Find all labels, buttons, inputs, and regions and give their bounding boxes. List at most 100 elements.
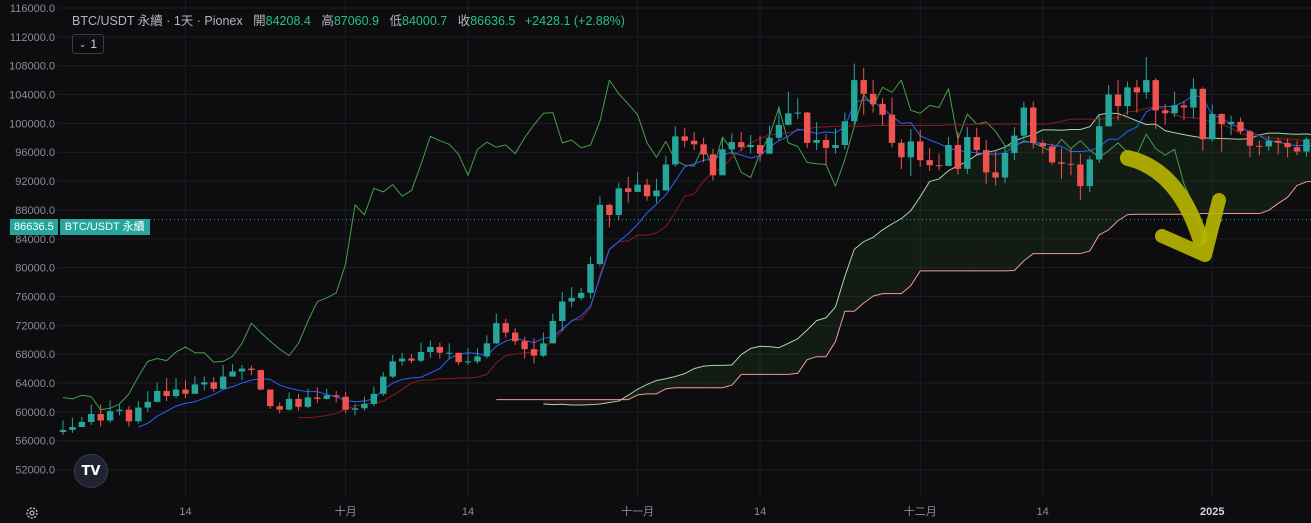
cloud-segment [891,218,902,294]
cloud-segment [1231,138,1241,214]
change-value: +2428.1 (+2.88%) [524,14,625,28]
tradingview-logo-icon[interactable]: TV [74,454,108,488]
arrow-shaft [1120,150,1208,246]
candle-body [803,112,811,143]
cloud-segment [835,276,845,342]
x-tick-label: 十月 [335,504,357,518]
candle-body [568,297,575,302]
candle-body [493,323,500,344]
candle-body [1218,114,1225,125]
candle-body [285,398,293,410]
cloud-segment [1249,134,1260,214]
cloud-segment [873,229,883,297]
symbol-info[interactable]: BTC/USDT 永續 · 1天 · Pionex [72,14,243,28]
candle-body [1086,159,1093,187]
candle-body [88,414,95,422]
cloud-segment [1023,134,1034,261]
candle-body [511,332,519,342]
cloud-segment [816,317,827,357]
gear-icon[interactable] [24,505,40,521]
candle-body [1180,105,1188,108]
candle-body [1256,145,1263,147]
cloud-segment [863,237,874,303]
candle-body [1048,146,1056,163]
candle-body [851,80,858,122]
cloud-segment [948,165,958,271]
candle-body [559,301,566,322]
y-tick-label: 96000.0 [15,147,55,159]
candle-body [813,139,820,143]
y-tick-label: 56000.0 [15,436,55,448]
candle-body [154,390,161,402]
y-tick-label: 80000.0 [15,263,55,275]
candle-body [323,395,330,399]
candle-body [1237,121,1244,132]
y-tick-label: 116000.0 [10,3,55,15]
cloud-segment [637,384,648,395]
candle-body [577,292,585,298]
candle-body [191,384,199,394]
x-tick-label: 14 [462,506,474,518]
candle-body [276,406,283,410]
cloud-segment [741,348,751,375]
senkou-span-b-line [496,180,1311,401]
candle-body [907,141,914,158]
candle-body [219,376,227,389]
candle-body [982,150,990,173]
cloud-segment [967,154,977,271]
candle-body [1105,94,1112,127]
candle-body [1133,87,1141,93]
candle-body [1152,80,1159,111]
cloud-segment [562,399,572,406]
cloud-segment [826,306,836,357]
cloud-segment [628,389,638,400]
candle-body [888,114,896,143]
cloud-segment [1070,129,1081,254]
candle-body [1246,131,1254,146]
candle-body [634,184,641,192]
cloud-segment [1033,129,1043,254]
candle-body [464,361,472,363]
high-value: 87060.9 [333,14,380,28]
y-tick-label: 112000.0 [10,32,55,44]
indicators-toggle-button[interactable]: ⌄ 1 [72,34,104,54]
x-tick-label: 2025 [1200,506,1224,518]
candle-body [756,145,764,154]
cloud-segment [769,346,779,375]
candle-body [1096,126,1103,160]
candle-body [1058,162,1065,164]
candle-body [917,141,924,161]
candle-body [106,411,114,421]
candle-body [1020,107,1028,136]
candle-body [144,401,151,408]
cloud-segment [854,241,864,312]
x-tick-label: 14 [179,506,191,518]
candle-body [97,414,104,421]
cloud-segment [788,338,798,375]
cloud-segment [1193,136,1203,215]
cloud-segment [882,224,892,294]
candle-body [182,389,189,394]
candle-body [455,352,462,363]
candle-body [116,409,123,412]
y-tick-label: 88000.0 [15,205,55,217]
cloud-segment [1061,129,1071,254]
cloud-segment [807,320,817,360]
candle-body [643,184,651,197]
candle-body [398,358,406,362]
cloud-segment [703,365,713,388]
candle-body [1001,152,1009,178]
y-tick-label: 60000.0 [15,407,55,419]
candle-body [295,398,302,407]
cloud-segment [939,170,949,271]
x-tick-label: 14 [1037,506,1049,518]
x-tick-label: 14 [754,506,766,518]
kijun-sen-line [298,106,1311,419]
cloud-segment [1268,133,1279,211]
candle-body [1199,88,1207,140]
y-tick-label: 68000.0 [15,349,55,361]
candle-body [427,346,434,353]
candle-body [1190,88,1197,108]
candle-body [332,395,340,397]
